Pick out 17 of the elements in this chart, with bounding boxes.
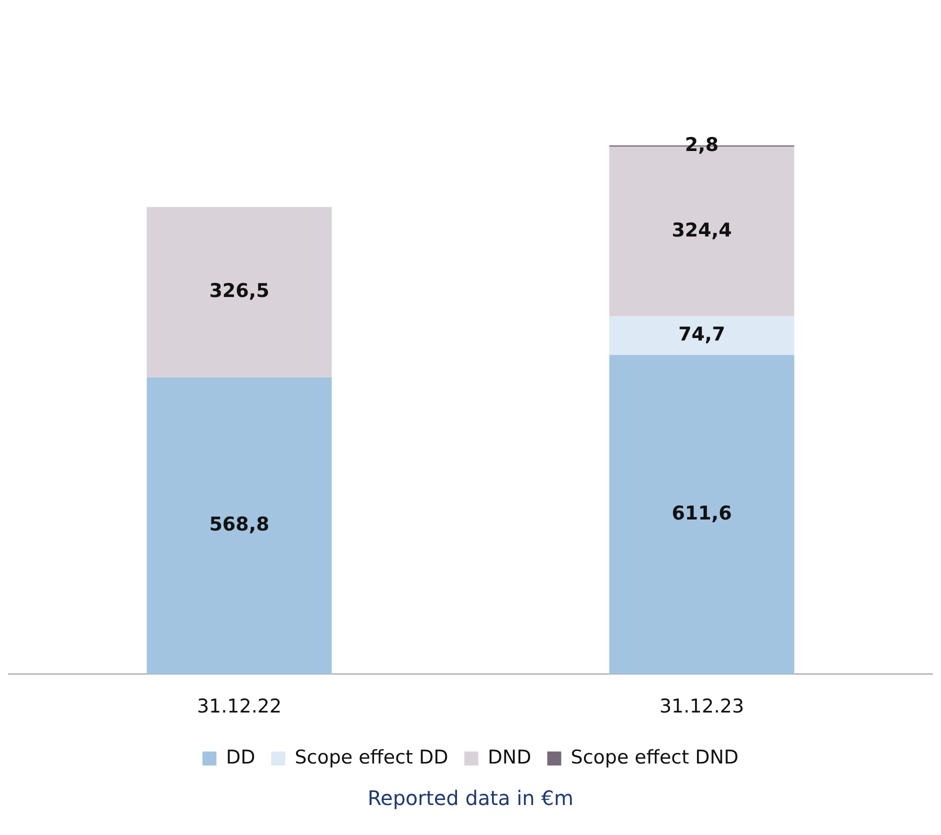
legend-label: Scope effect DD [294, 746, 448, 768]
x-tick-label: 31.12.22 [196, 696, 282, 718]
data-label: 611,6 [672, 502, 732, 525]
x-tick-label: 31.12.23 [659, 696, 744, 718]
bar [609, 355, 794, 674]
data-label: 326,5 [209, 280, 270, 302]
data-label: 568,8 [209, 514, 270, 536]
data-label: 2,8 [684, 134, 719, 156]
bar [609, 316, 794, 356]
text: Reported data in €m [366, 786, 574, 810]
legend-label: Scope effect DND [570, 746, 739, 768]
legend-label: DD [226, 746, 256, 768]
data-label: 74,7 [678, 323, 726, 346]
bar [146, 377, 332, 674]
data-label: 324,4 [672, 219, 732, 242]
legend-label: DND [488, 746, 532, 768]
bar [146, 207, 332, 378]
